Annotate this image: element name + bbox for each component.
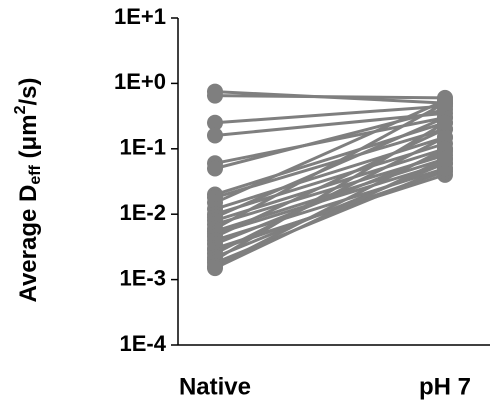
pair-line [214,94,446,100]
data-point [207,114,223,131]
data-point [437,114,453,131]
y-label-text: (μm [15,114,42,165]
y-tick-label: 1E-4 [120,331,167,356]
y-label-subscript: eff [27,164,44,184]
data-point [207,260,223,277]
pair-line [214,104,446,125]
pair-line [214,135,446,211]
data-point [437,95,453,112]
data-point [207,87,223,104]
x-tick-label: pH 7 [419,373,471,400]
pair-line [214,121,446,262]
data-point [437,129,453,146]
pair-line [214,99,446,205]
y-axis-label: Average Deff (μm2/s) [12,77,44,302]
data-point [207,160,223,177]
pair-line [214,147,446,268]
y-tick-label: 1E+1 [114,4,166,29]
pair-line [214,157,446,270]
y-label-superscript: 2 [12,105,29,114]
y-label-text: /s) [15,77,42,105]
pair-line [214,135,446,255]
pair-line [214,161,446,259]
data-point [207,127,223,144]
y-tick-label: 1E-3 [120,265,166,290]
y-tick-label: 1E-2 [120,200,166,225]
y-tick-label: 1E+0 [114,69,166,94]
pair-line [214,107,446,170]
pair-line [214,101,446,231]
y-label-text: Average D [15,185,42,303]
x-tick-label: Native [179,373,251,400]
y-tick-label: 1E-1 [120,135,166,160]
data-point [437,150,453,167]
